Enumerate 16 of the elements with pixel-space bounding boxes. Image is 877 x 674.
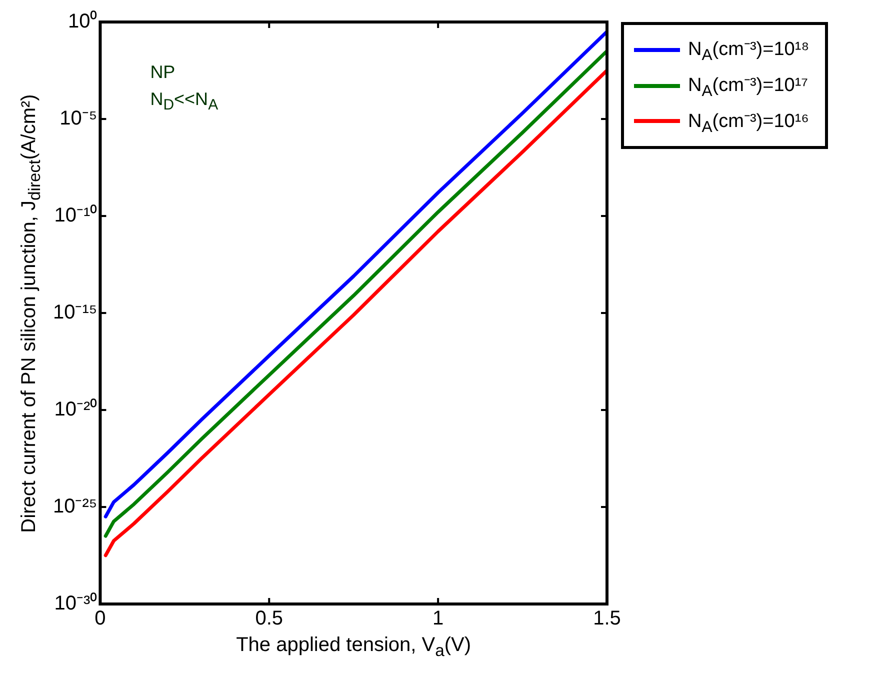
- legend-label: N$_{A}$(cm⁻³)=10¹⁷: [688, 74, 808, 101]
- legend-label: N$_{A}$(cm⁻³)=10¹⁶: [688, 110, 809, 136]
- x-tick-label: 1: [432, 608, 444, 630]
- y-tick-label: 10⁻¹⁰: [54, 204, 98, 227]
- y-tick-label: 10⁰: [68, 10, 98, 33]
- x-tick-label: 1.5: [593, 608, 621, 630]
- annotation: N$_{D}$<<N$_{A}$: [150, 89, 218, 114]
- y-tick-label: 10⁻²⁵: [52, 496, 98, 518]
- x-axis-title: The applied tension, V$_{a}$(V): [236, 634, 472, 661]
- legend-label: N$_{A}$(cm⁻³)=10¹⁸: [688, 38, 810, 65]
- annotation: NP: [150, 62, 176, 83]
- x-tick-label: 0: [94, 608, 106, 630]
- y-tick-label: 10⁻²⁰: [54, 398, 98, 421]
- x-tick-label: 0.5: [255, 608, 284, 630]
- y-tick-label: 10⁻⁵: [60, 108, 98, 130]
- y-tick-label: 10⁻¹⁵: [52, 302, 98, 324]
